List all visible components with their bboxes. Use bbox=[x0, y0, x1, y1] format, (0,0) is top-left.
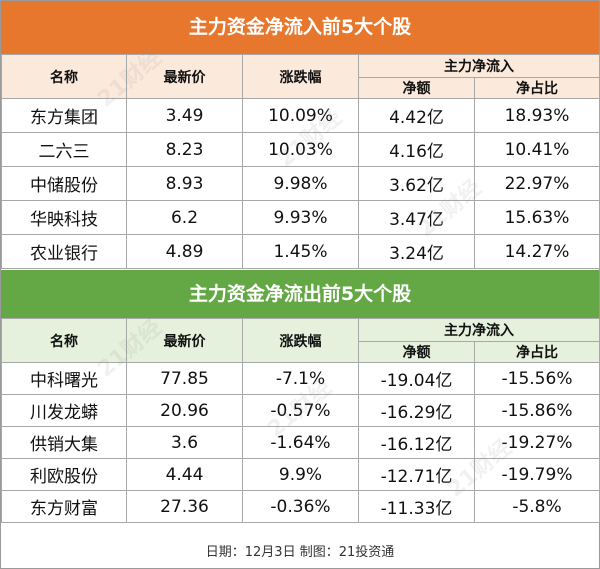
price-cell: 27.36 bbox=[126, 490, 243, 523]
col-name: 名称 bbox=[1, 318, 127, 363]
outflow-title: 主力资金净流出前5大个股 bbox=[1, 270, 599, 318]
net-ratio-cell: -15.86% bbox=[474, 394, 600, 427]
net-ratio-cell: -19.79% bbox=[474, 458, 600, 491]
price-cell: 20.96 bbox=[126, 394, 243, 427]
stock-name-cell: 川发龙蟒 bbox=[1, 394, 127, 427]
net-ratio-cell: 14.27% bbox=[474, 234, 600, 269]
change-cell: 9.9% bbox=[242, 458, 359, 491]
change-cell: -1.64% bbox=[242, 426, 359, 459]
table-row: 二六三 8.23 10.03% 4.16亿 10.41% bbox=[1, 132, 600, 167]
col-net: 净额 bbox=[358, 77, 475, 99]
net-amount-cell: -12.71亿 bbox=[358, 458, 475, 491]
col-ratio: 净占比 bbox=[474, 77, 600, 99]
net-amount-cell: -19.04亿 bbox=[358, 362, 475, 395]
change-cell: 10.03% bbox=[242, 132, 359, 167]
stock-name-cell: 华映科技 bbox=[1, 200, 127, 235]
net-ratio-cell: 10.41% bbox=[474, 132, 600, 167]
price-cell: 8.23 bbox=[126, 132, 243, 167]
price-cell: 4.89 bbox=[126, 234, 243, 269]
stock-name-cell: 中科曙光 bbox=[1, 362, 127, 395]
stock-name-cell: 供销大集 bbox=[1, 426, 127, 459]
col-change: 涨跌幅 bbox=[242, 54, 359, 99]
table-row: 农业银行 4.89 1.45% 3.24亿 14.27% bbox=[1, 234, 600, 269]
footer-note: 日期：12月3日 制图：21投资通 bbox=[205, 545, 395, 560]
col-price: 最新价 bbox=[126, 54, 243, 99]
inflow-title: 主力资金净流入前5大个股 bbox=[1, 1, 599, 54]
table-row: 利欧股份 4.44 9.9% -12.71亿 -19.79% bbox=[1, 458, 600, 491]
net-amount-cell: -16.12亿 bbox=[358, 426, 475, 459]
table-row: 中储股份 8.93 9.98% 3.62亿 22.97% bbox=[1, 166, 600, 201]
stock-name-cell: 二六三 bbox=[1, 132, 127, 167]
net-amount-cell: -16.29亿 bbox=[358, 394, 475, 427]
net-ratio-cell: -5.8% bbox=[474, 490, 600, 523]
table-row: 东方集团 3.49 10.09% 4.42亿 18.93% bbox=[1, 98, 600, 133]
change-cell: -7.1% bbox=[242, 362, 359, 395]
table-row: 东方财富 27.36 -0.36% -11.33亿 -5.8% bbox=[1, 490, 600, 523]
change-cell: -0.36% bbox=[242, 490, 359, 523]
net-ratio-cell: -19.27% bbox=[474, 426, 600, 459]
inflow-table: 名称 最新价 涨跌幅 主力净流入 净额 净占比 东方集团 3.49 10.09% 4.… bbox=[1, 54, 600, 269]
col-name: 名称 bbox=[1, 54, 127, 99]
col-net: 净额 bbox=[358, 341, 475, 363]
net-amount-cell: 3.24亿 bbox=[358, 234, 475, 269]
col-mainflow: 主力净流入 bbox=[358, 318, 600, 342]
stock-name-cell: 东方财富 bbox=[1, 490, 127, 523]
stock-name-cell: 东方集团 bbox=[1, 98, 127, 133]
net-amount-cell: -11.33亿 bbox=[358, 490, 475, 523]
stock-name-cell: 农业银行 bbox=[1, 234, 127, 269]
change-cell: -0.57% bbox=[242, 394, 359, 427]
stock-name-cell: 中储股份 bbox=[1, 166, 127, 201]
table-row: 川发龙蟒 20.96 -0.57% -16.29亿 -15.86% bbox=[1, 394, 600, 427]
table-row: 供销大集 3.6 -1.64% -16.12亿 -19.27% bbox=[1, 426, 600, 459]
net-ratio-cell: -15.56% bbox=[474, 362, 600, 395]
price-cell: 4.44 bbox=[126, 458, 243, 491]
col-mainflow: 主力净流入 bbox=[358, 54, 600, 78]
table-row: 华映科技 6.2 9.93% 3.47亿 15.63% bbox=[1, 200, 600, 235]
price-cell: 77.85 bbox=[126, 362, 243, 395]
net-ratio-cell: 15.63% bbox=[474, 200, 600, 235]
net-ratio-cell: 22.97% bbox=[474, 166, 600, 201]
change-cell: 9.93% bbox=[242, 200, 359, 235]
stock-name-cell: 利欧股份 bbox=[1, 458, 127, 491]
outflow-table: 名称 最新价 涨跌幅 主力净流入 净额 净占比 中科曙光 77.85 -7.1% -1… bbox=[1, 318, 600, 523]
price-cell: 3.49 bbox=[126, 98, 243, 133]
net-amount-cell: 4.42亿 bbox=[358, 98, 475, 133]
net-ratio-cell: 18.93% bbox=[474, 98, 600, 133]
price-cell: 6.2 bbox=[126, 200, 243, 235]
price-cell: 8.93 bbox=[126, 166, 243, 201]
net-amount-cell: 3.62亿 bbox=[358, 166, 475, 201]
price-cell: 3.6 bbox=[126, 426, 243, 459]
col-change: 涨跌幅 bbox=[242, 318, 359, 363]
col-price: 最新价 bbox=[126, 318, 243, 363]
net-amount-cell: 4.16亿 bbox=[358, 132, 475, 167]
col-ratio: 净占比 bbox=[474, 341, 600, 363]
change-cell: 9.98% bbox=[242, 166, 359, 201]
change-cell: 1.45% bbox=[242, 234, 359, 269]
change-cell: 10.09% bbox=[242, 98, 359, 133]
net-amount-cell: 3.47亿 bbox=[358, 200, 475, 235]
table-row: 中科曙光 77.85 -7.1% -19.04亿 -15.56% bbox=[1, 362, 600, 395]
